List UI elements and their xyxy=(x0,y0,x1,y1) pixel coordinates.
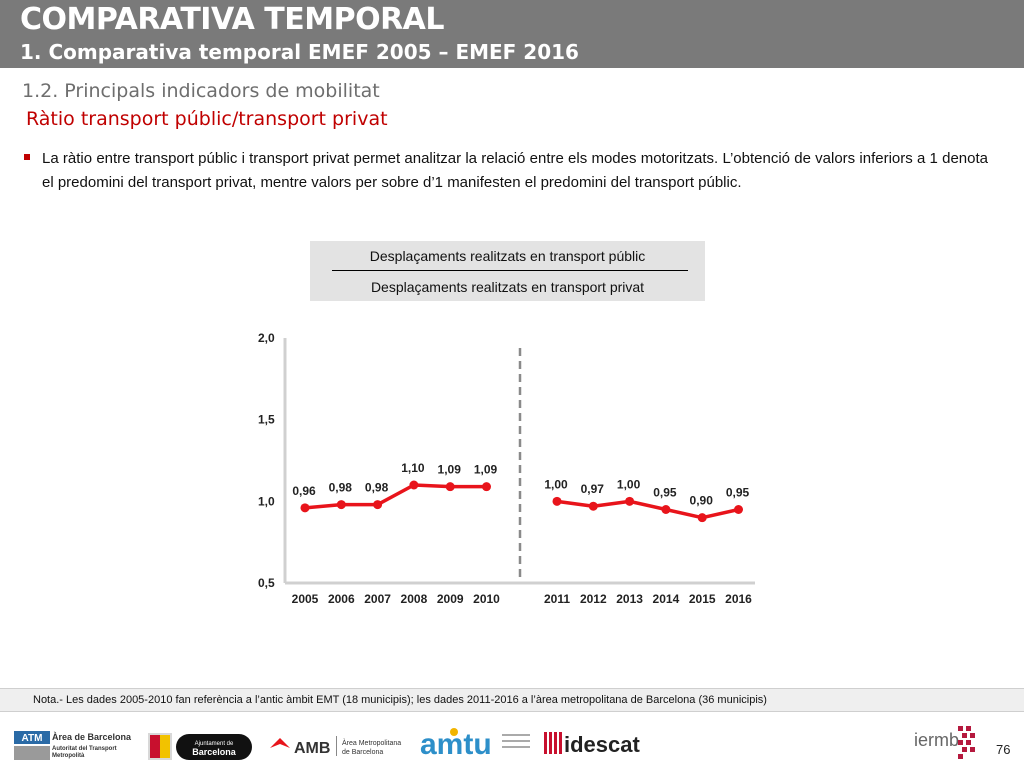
x-tick-label: 2010 xyxy=(473,592,500,606)
note-text: Nota.- Les dades 2005-2010 fan referènci… xyxy=(33,694,767,706)
formula-numerator: Desplaçaments realitzats en transport pú… xyxy=(369,248,646,264)
data-label: 1,10 xyxy=(401,461,425,475)
data-label: 0,90 xyxy=(690,494,714,508)
note-bar: Nota.- Les dades 2005-2010 fan referènci… xyxy=(0,688,1024,712)
header-bar: COMPARATIVA TEMPORAL 1. Comparativa temp… xyxy=(0,0,1024,68)
ajuntament-logo: Ajuntament de Barcelona xyxy=(148,733,252,760)
x-tick-label: 2016 xyxy=(725,592,752,606)
data-label: 1,00 xyxy=(617,477,641,491)
section-subtitle: Ràtio transport públic/transport privat xyxy=(26,108,388,130)
data-point xyxy=(373,500,383,510)
x-tick-label: 2006 xyxy=(328,592,355,606)
data-label: 1,09 xyxy=(474,463,498,477)
iermb-logo: iermb xyxy=(914,726,975,759)
data-point xyxy=(661,505,671,514)
data-point xyxy=(697,513,707,523)
data-label: 0,96 xyxy=(292,484,316,498)
section-title: 1.2. Principals indicadors de mobilitat xyxy=(22,80,380,102)
ratio-formula-box: Desplaçaments realitzats en transport pú… xyxy=(310,241,705,301)
y-tick-label: 1,5 xyxy=(258,413,275,427)
idescat-logo: idescat xyxy=(544,732,640,757)
x-tick-label: 2007 xyxy=(364,592,391,606)
iermb-name: iermb xyxy=(914,730,959,750)
ajuntament-line2: Barcelona xyxy=(192,747,237,757)
amtu-logo: amtu xyxy=(420,728,530,761)
x-tick-label: 2015 xyxy=(689,592,716,606)
ajuntament-line1: Ajuntament de xyxy=(195,741,234,747)
idescat-name: idescat xyxy=(564,732,640,757)
page-number: 76 xyxy=(996,742,1011,757)
data-point xyxy=(625,496,635,506)
data-point xyxy=(588,501,598,511)
x-tick-label: 2011 xyxy=(544,592,570,606)
amb-logo: AMB Àrea Metropolitana de Barcelona xyxy=(270,736,401,757)
data-point xyxy=(734,505,743,514)
amb-line2: de Barcelona xyxy=(342,749,383,756)
footer-logos: ATM Àrea de Barcelona Autoritat del Tran… xyxy=(0,720,1024,768)
data-label: 0,95 xyxy=(653,486,677,500)
data-point xyxy=(300,503,310,513)
series-line xyxy=(304,483,487,510)
formula-fraction-line xyxy=(332,270,688,271)
y-tick-label: 0,5 xyxy=(258,576,275,590)
x-tick-label: 2005 xyxy=(292,592,319,606)
data-label: 0,95 xyxy=(726,486,750,500)
data-label: 0,98 xyxy=(365,481,389,495)
data-point xyxy=(482,482,491,492)
header-subtitle: 1. Comparativa temporal EMEF 2005 – EMEF… xyxy=(20,40,579,64)
y-tick-label: 1,0 xyxy=(258,494,275,508)
data-label: 1,09 xyxy=(438,463,462,477)
bullet-marker-icon xyxy=(24,154,30,160)
formula-denominator: Desplaçaments realitzats en transport pr… xyxy=(370,279,645,295)
x-tick-label: 2008 xyxy=(401,592,428,606)
amb-line1: Àrea Metropolitana xyxy=(342,738,401,747)
x-tick-label: 2012 xyxy=(580,592,607,606)
data-point xyxy=(445,482,455,492)
x-tick-label: 2014 xyxy=(653,592,680,606)
atm-line2: Autoritat del Transport xyxy=(52,746,117,752)
atm-line1: Àrea de Barcelona xyxy=(52,732,132,742)
header-title: COMPARATIVA TEMPORAL xyxy=(20,2,445,37)
x-tick-label: 2009 xyxy=(437,592,464,606)
amb-name: AMB xyxy=(294,740,330,757)
data-point xyxy=(552,496,562,506)
atm-logo: ATM Àrea de Barcelona Autoritat del Tran… xyxy=(14,731,132,760)
series-line xyxy=(556,499,739,520)
data-label: 0,98 xyxy=(329,481,353,495)
y-tick-label: 2,0 xyxy=(258,331,275,345)
atm-line3: Metropolità xyxy=(52,753,85,759)
bullet-text: La ràtio entre transport públic i transp… xyxy=(42,150,988,191)
ratio-line-chart: 2,0 1,5 1,0 0,5 0,96 2005 0,98 2006 0,98 2007 1,10… xyxy=(258,331,755,606)
data-label: 1,00 xyxy=(544,477,568,491)
data-label: 0,97 xyxy=(581,482,605,496)
data-point xyxy=(336,500,346,510)
x-tick-label: 2013 xyxy=(616,592,643,606)
atm-badge-text: ATM xyxy=(22,733,43,744)
data-point xyxy=(409,480,419,490)
